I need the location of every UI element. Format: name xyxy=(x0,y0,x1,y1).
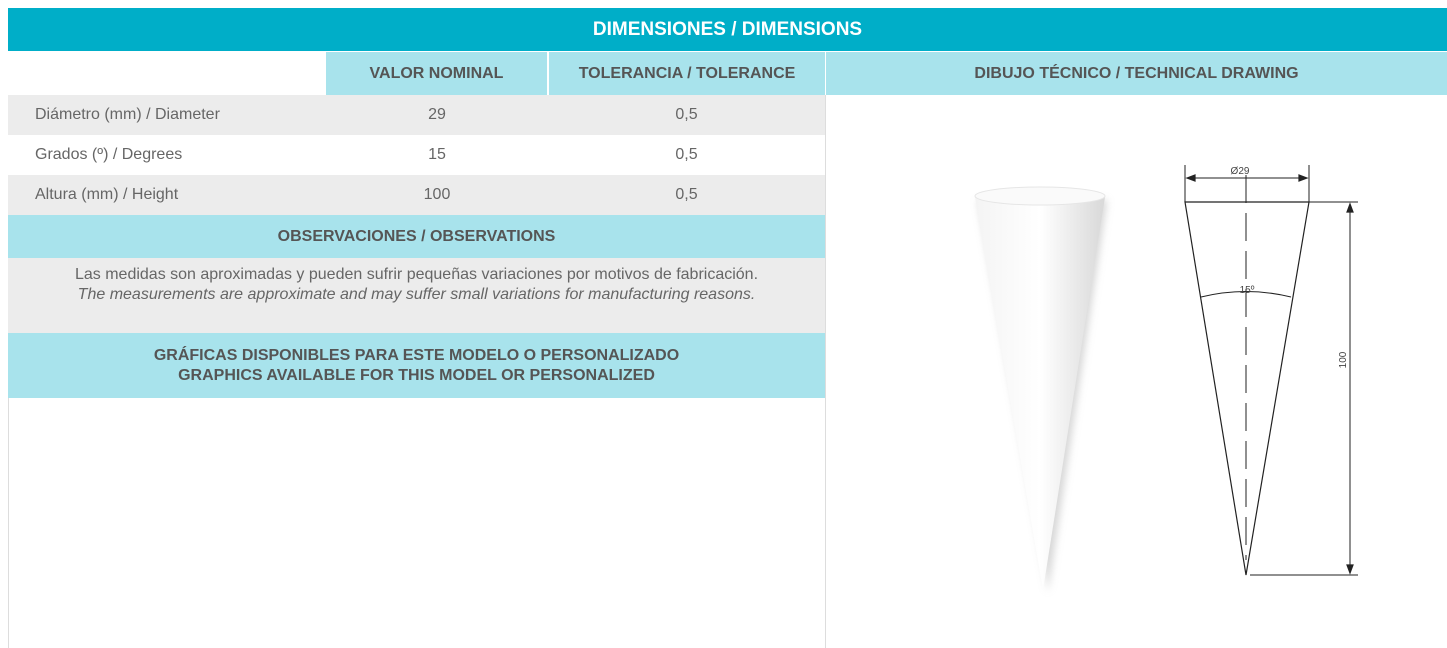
row-label: Grados (º) / Degrees xyxy=(35,146,183,163)
observations-text: Las medidas son aproximadas y pueden suf… xyxy=(8,258,825,333)
cell-value: 0,5 xyxy=(548,175,825,215)
graphics-line: GRAPHICS AVAILABLE FOR THIS MODEL OR PER… xyxy=(178,366,655,384)
column-header: TOLERANCIA / TOLERANCE xyxy=(549,52,825,95)
diameter-label: Ø29 xyxy=(1231,166,1250,177)
cell-value: 100 xyxy=(326,175,548,215)
graphics-header: GRÁFICAS DISPONIBLES PARA ESTE MODELO O … xyxy=(8,333,825,398)
angle-label: 15º xyxy=(1240,285,1255,296)
cell-value: 0,5 xyxy=(548,95,825,135)
cone-photo xyxy=(974,186,1107,592)
observations-header: OBSERVACIONES / OBSERVATIONS xyxy=(8,215,825,258)
row-label: Diámetro (mm) / Diameter xyxy=(8,95,326,135)
border xyxy=(825,95,826,648)
height-label: 100 xyxy=(1338,351,1349,368)
border xyxy=(8,398,9,648)
observation-line: Las medidas son aproximadas y pueden suf… xyxy=(74,266,759,283)
banner-title: DIMENSIONES / DIMENSIONS xyxy=(8,8,1447,51)
cell-value: 29 xyxy=(326,95,548,135)
drawing-header: DIBUJO TÉCNICO / TECHNICAL DRAWING xyxy=(826,52,1447,95)
row-label: Altura (mm) / Height xyxy=(8,175,326,215)
observation-line: The measurements are approximate and may… xyxy=(77,286,756,303)
cell-value: 15 xyxy=(428,146,446,163)
graphics-line: GRÁFICAS DISPONIBLES PARA ESTE MODELO O … xyxy=(153,346,680,364)
column-header: VALOR NOMINAL xyxy=(326,52,547,95)
cell-value: 0,5 xyxy=(675,146,698,163)
technical-drawing xyxy=(1184,165,1358,576)
